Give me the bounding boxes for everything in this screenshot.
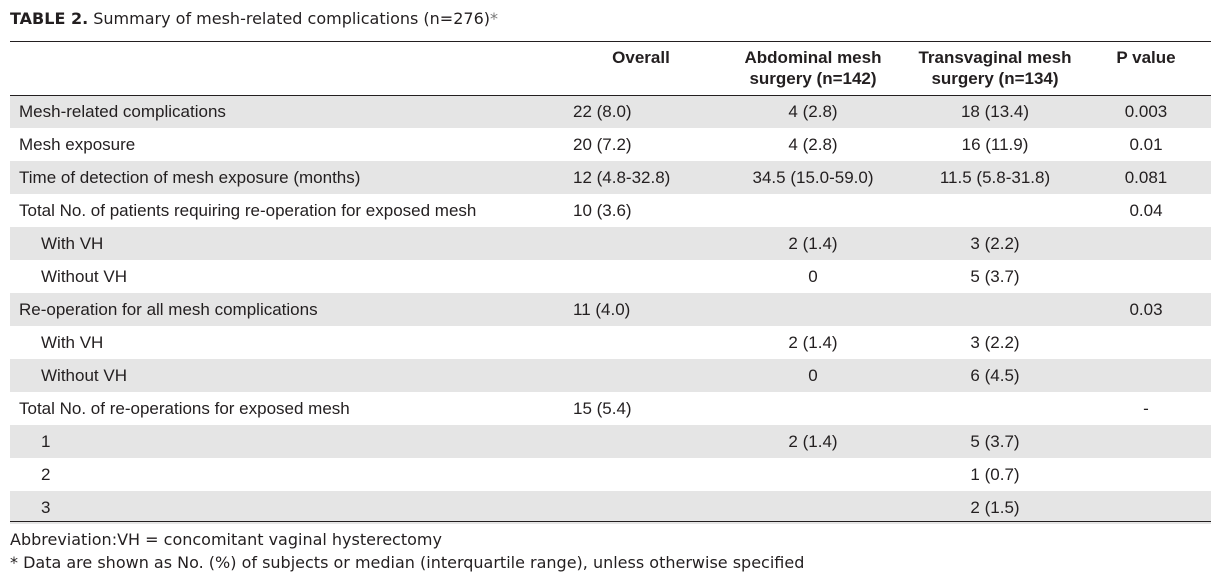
table-body: Mesh-related complications 22 (8.0) 4 (2.8… [10, 95, 1211, 524]
cell-transvaginal: 2 (1.5) [909, 491, 1081, 524]
row-label: Without VH [10, 359, 565, 392]
row-label: Total No. of patients requiring re-opera… [19, 200, 477, 220]
header-overall: Overall [612, 48, 670, 67]
row-label: Mesh-related complications [10, 95, 565, 128]
cell-p-value [1081, 458, 1211, 491]
row-label: Total No. of re-operations for exposed m… [19, 398, 350, 418]
cell-p-value: 0.01 [1129, 134, 1163, 154]
table-caption: Summary of mesh-related complications (n… [93, 9, 490, 28]
header-transvaginal: Transvaginal mesh surgery (n=134) [918, 48, 1072, 88]
complications-table: Overall Abdominal mesh surgery (n=142) T… [10, 42, 1211, 524]
cell-abdominal [717, 491, 909, 524]
cell-abdominal: 4 (2.8) [717, 95, 909, 128]
table-number: TABLE 2. [10, 9, 89, 28]
cell-overall [565, 260, 717, 293]
cell-overall: 11 (4.0) [565, 293, 717, 326]
abbreviation-note: Abbreviation:VH = concomitant vaginal hy… [10, 530, 442, 549]
cell-abdominal: 2 (1.4) [717, 425, 909, 458]
header-row: Overall Abdominal mesh surgery (n=142) T… [10, 42, 1211, 95]
row-label: Re-operation for all mesh complications [10, 293, 565, 326]
cell-abdominal: 4 (2.8) [788, 134, 838, 154]
table-row: 2 1 (0.7) [10, 458, 1211, 491]
table-row: Time of detection of mesh exposure (mont… [10, 161, 1211, 194]
cell-transvaginal: 3 (2.2) [970, 332, 1020, 352]
header-p-value: P value [1116, 48, 1176, 67]
row-label: 2 [41, 464, 51, 484]
cell-p-value [1081, 260, 1211, 293]
cell-transvaginal [909, 194, 1081, 227]
cell-transvaginal [909, 293, 1081, 326]
cell-overall [565, 425, 717, 458]
cell-transvaginal [909, 392, 1081, 425]
cell-overall: 22 (8.0) [565, 95, 717, 128]
header-label [10, 42, 565, 95]
cell-p-value: 0.04 [1129, 200, 1163, 220]
cell-abdominal: 0 [808, 266, 818, 286]
cell-abdominal: 2 (1.4) [788, 332, 838, 352]
table-row: Mesh exposure 20 (7.2) 4 (2.8) 16 (11.9) 0.0… [10, 128, 1211, 161]
cell-p-value: 0.003 [1081, 95, 1211, 128]
header-abdominal: Abdominal mesh surgery (n=142) [744, 48, 882, 88]
cell-overall [565, 359, 717, 392]
footnote-marker: * [489, 9, 498, 28]
cell-transvaginal: 11.5 (5.8-31.8) [909, 161, 1081, 194]
table-row: With VH 2 (1.4) 3 (2.2) [10, 326, 1211, 359]
cell-p-value [1081, 425, 1211, 458]
cell-p-value: 0.081 [1081, 161, 1211, 194]
bottom-rule [10, 521, 1211, 522]
row-label: With VH [41, 332, 104, 352]
cell-p-value [1081, 491, 1211, 524]
cell-abdominal: 0 [717, 359, 909, 392]
cell-p-value: 0.03 [1081, 293, 1211, 326]
cell-abdominal [717, 194, 909, 227]
cell-overall: 15 (5.4) [573, 398, 632, 418]
cell-overall: 12 (4.8-32.8) [565, 161, 717, 194]
table-row: 1 2 (1.4) 5 (3.7) [10, 425, 1211, 458]
cell-overall: 20 (7.2) [573, 134, 632, 154]
cell-abdominal [717, 392, 909, 425]
cell-transvaginal: 5 (3.7) [909, 425, 1081, 458]
cell-overall: 10 (3.6) [573, 200, 632, 220]
cell-transvaginal: 18 (13.4) [909, 95, 1081, 128]
row-label: Time of detection of mesh exposure (mont… [10, 161, 565, 194]
header-rule [10, 95, 1211, 96]
cell-overall [565, 227, 717, 260]
cell-transvaginal: 3 (2.2) [909, 227, 1081, 260]
table-row: Mesh-related complications 22 (8.0) 4 (2.8… [10, 95, 1211, 128]
row-label: Without VH [41, 266, 127, 286]
table-row: Without VH 0 5 (3.7) [10, 260, 1211, 293]
table-row: 3 2 (1.5) [10, 491, 1211, 524]
row-label: 1 [10, 425, 565, 458]
cell-transvaginal: 16 (11.9) [961, 134, 1029, 154]
cell-p-value: - [1143, 398, 1149, 418]
table-row: Without VH 0 6 (4.5) [10, 359, 1211, 392]
row-label: 3 [10, 491, 565, 524]
top-rule [10, 41, 1211, 42]
table-title: TABLE 2. Summary of mesh-related complic… [10, 9, 498, 28]
row-label: With VH [10, 227, 565, 260]
cell-p-value [1081, 359, 1211, 392]
data-footnote: * Data are shown as No. (%) of subjects … [10, 553, 805, 572]
cell-abdominal: 34.5 (15.0-59.0) [717, 161, 909, 194]
cell-abdominal [717, 458, 909, 491]
cell-overall [565, 491, 717, 524]
cell-abdominal: 2 (1.4) [717, 227, 909, 260]
cell-overall [565, 326, 717, 359]
table-row: Total No. of re-operations for exposed m… [10, 392, 1211, 425]
cell-p-value [1081, 326, 1211, 359]
cell-overall [565, 458, 717, 491]
cell-transvaginal: 1 (0.7) [970, 464, 1020, 484]
cell-transvaginal: 5 (3.7) [970, 266, 1020, 286]
cell-transvaginal: 6 (4.5) [909, 359, 1081, 392]
table-row: With VH 2 (1.4) 3 (2.2) [10, 227, 1211, 260]
table-row: Total No. of patients requiring re-opera… [10, 194, 1211, 227]
table-row: Re-operation for all mesh complications 1… [10, 293, 1211, 326]
cell-abdominal [717, 293, 909, 326]
cell-p-value [1081, 227, 1211, 260]
row-label: Mesh exposure [19, 134, 136, 154]
